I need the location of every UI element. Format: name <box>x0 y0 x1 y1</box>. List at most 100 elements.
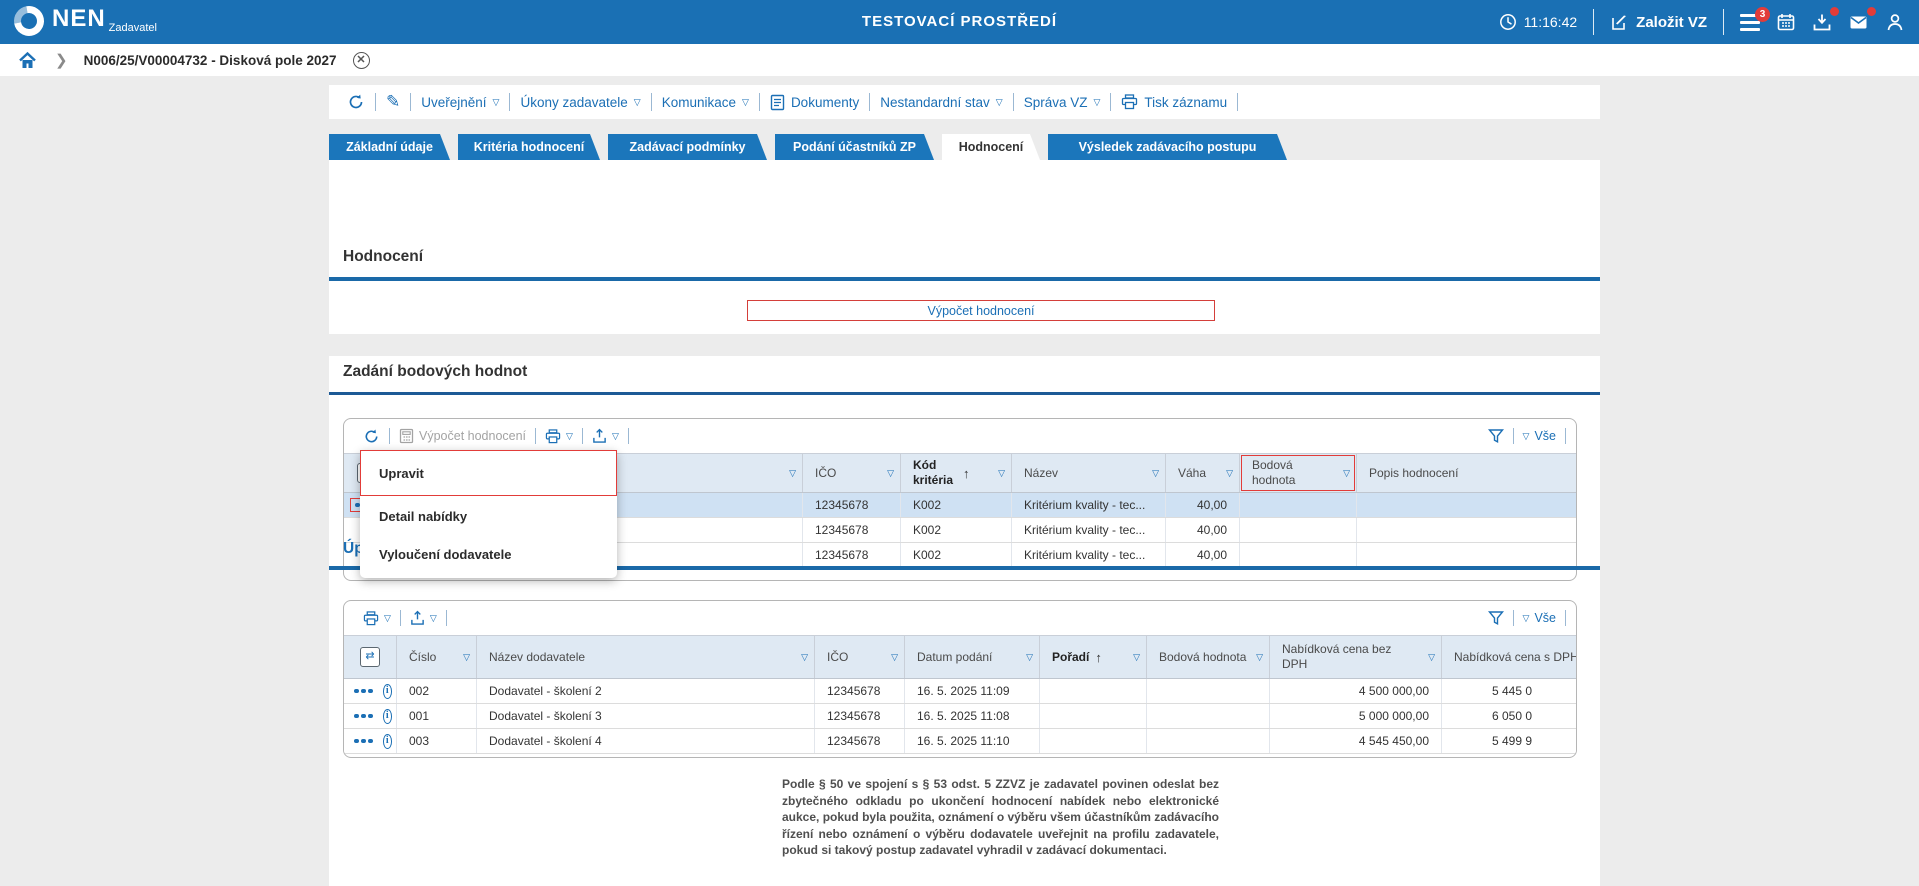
table-vypocet-hodnoceni-button[interactable]: Výpočet hodnocení <box>390 428 535 444</box>
column-header-bodova-hodnota[interactable]: Bodová hodnota ▽ <box>1147 636 1270 678</box>
filter-chevron-icon[interactable]: ▽ <box>463 651 470 662</box>
filter-chevron-icon[interactable]: ▽ <box>1133 651 1140 662</box>
row-actions-button[interactable] <box>350 685 377 698</box>
menu-dokumenty[interactable]: Dokumenty <box>760 94 869 111</box>
offer-row-1[interactable]: i 002 Dodavatel - školení 2 12345678 16.… <box>344 679 1576 704</box>
downloads-button[interactable] <box>1812 7 1839 32</box>
home-button[interactable] <box>18 51 37 70</box>
filter-chevron-icon[interactable]: ▽ <box>1256 651 1263 662</box>
chevron-down-icon: ▽ <box>633 96 641 107</box>
menu-ukony-zadavatele[interactable]: Úkony zadavatele ▽ <box>510 95 650 110</box>
cell-nazev: Kritérium kvality - tec... <box>1012 493 1166 517</box>
column-header-ico[interactable]: IČO ▽ <box>815 636 905 678</box>
column-header-cena-bez-dph[interactable]: Nabídková cena bez DPH ▽ <box>1270 636 1442 678</box>
table-export-button[interactable]: ▽ <box>583 428 628 444</box>
tab-vysledek[interactable]: Výsledek zadávacího postupu <box>1048 134 1287 160</box>
cell-cislo: 003 <box>397 729 477 753</box>
table-export-button[interactable]: ▽ <box>401 610 446 626</box>
tab-label: Kritéria hodnocení <box>473 140 585 154</box>
table-print-button[interactable]: ▽ <box>354 610 400 626</box>
cell-dodavatel <box>473 518 803 542</box>
table-show-all-button[interactable]: ▽ Vše <box>1514 429 1565 443</box>
filter-chevron-icon[interactable]: ▽ <box>789 467 796 478</box>
offer-row-2[interactable]: i 001 Dodavatel - školení 3 12345678 16.… <box>344 704 1576 729</box>
tab-podani-ucastniku[interactable]: Podání účastníků ZP <box>775 134 934 160</box>
menu-komunikace[interactable]: Komunikace ▽ <box>652 95 759 110</box>
column-header-nazev-dodavatele[interactable]: Název dodavatele▽ <box>477 636 815 678</box>
cell-nazev: Kritérium kvality - tec... <box>1012 518 1166 542</box>
tab-kriteria-hodnoceni[interactable]: Kritéria hodnocení <box>458 134 600 160</box>
cell-bodova <box>1147 704 1270 728</box>
filter-chevron-icon[interactable]: ▽ <box>887 467 894 478</box>
calendar-button[interactable] <box>1776 12 1796 32</box>
info-icon[interactable]: i <box>382 733 392 749</box>
context-menu-item-detail-nabidky[interactable]: Detail nabídky <box>360 496 617 537</box>
filter-chevron-icon[interactable]: ▽ <box>998 467 1005 478</box>
toolbar-divider <box>375 93 376 111</box>
tab-label: Základní údaje <box>346 140 433 154</box>
context-menu-item-upravit[interactable]: Upravit <box>360 450 617 496</box>
row-actions-button[interactable] <box>350 710 377 723</box>
column-header-nazev[interactable]: Název ▽ <box>1012 454 1166 492</box>
breadcrumb-chevron-icon: ❯ <box>55 52 68 69</box>
column-header-ico[interactable]: IČO ▽ <box>803 454 901 492</box>
menu-label: Tisk záznamu <box>1144 94 1228 110</box>
filter-chevron-icon[interactable]: ▽ <box>891 651 898 662</box>
row-actions-button[interactable] <box>350 735 377 748</box>
filter-chevron-icon[interactable]: ▽ <box>1026 651 1033 662</box>
cell-ico: 12345678 <box>815 729 905 753</box>
column-header-popis-hodnoceni[interactable]: Popis hodnocení <box>1369 465 1459 480</box>
brand-name: NEN <box>52 5 106 32</box>
export-icon <box>593 428 606 443</box>
tab-zakladni-udaje[interactable]: Základní údaje <box>329 134 450 160</box>
menu-uverejneni[interactable]: Uveřejnění ▽ <box>411 95 509 110</box>
column-header-kod-kriteria[interactable]: Kód kritéria ↑ ▽ <box>901 454 1012 492</box>
tab-hodnoceni[interactable]: Hodnocení <box>942 134 1040 160</box>
filter-chevron-icon[interactable]: ▽ <box>1152 467 1159 478</box>
column-header-poradi[interactable]: Pořadí ↑ ▽ <box>1040 636 1147 678</box>
chevron-down-icon: ▽ <box>384 612 391 623</box>
info-icon[interactable]: i <box>382 683 392 699</box>
menu-tisk-zaznamu[interactable]: Tisk záznamu <box>1111 94 1237 110</box>
nen-logo[interactable]: NEN Zadavatel <box>8 0 157 42</box>
column-header-cena-s-dph[interactable]: Nabídková cena s DPH <box>1454 649 1577 664</box>
refresh-button[interactable] <box>337 93 375 111</box>
document-icon <box>770 94 785 110</box>
table-refresh-button[interactable] <box>354 428 389 445</box>
toolbar-divider <box>410 93 412 111</box>
vypocet-hodnoceni-button[interactable]: Výpočet hodnocení <box>747 300 1215 321</box>
tab-label: Podání účastníků ZP <box>793 140 916 154</box>
filter-chevron-icon[interactable]: ▽ <box>1343 467 1350 478</box>
create-vz-button[interactable]: Založit VZ <box>1610 13 1707 32</box>
menu-nestandardni-stav[interactable]: Nestandardní stav ▽ <box>870 95 1012 110</box>
info-icon[interactable]: i <box>382 708 392 724</box>
edit-button[interactable]: ✎ <box>376 92 410 112</box>
menu-badge: 3 <box>1755 6 1770 22</box>
create-vz-icon <box>1612 15 1627 30</box>
table-filter-button[interactable] <box>1479 610 1513 626</box>
offer-row-3[interactable]: i 003 Dodavatel - školení 4 12345678 16.… <box>344 729 1576 754</box>
table-show-all-button[interactable]: ▽ Vše <box>1514 611 1565 625</box>
menu-sprava-vz[interactable]: Správa VZ ▽ <box>1014 95 1111 110</box>
close-record-button[interactable]: ✕ <box>352 51 370 69</box>
context-menu-item-vylouceni-dodavatele[interactable]: Vyloučení dodavatele <box>360 537 617 572</box>
toolbar-divider <box>399 610 401 626</box>
column-chooser-button[interactable]: ⇄ <box>344 636 397 678</box>
cell-datum: 16. 5. 2025 11:09 <box>905 679 1040 703</box>
table-print-button[interactable]: ▽ <box>536 428 582 444</box>
funnel-icon <box>1487 429 1504 443</box>
main-menu-button[interactable]: 3 <box>1740 6 1770 31</box>
profile-button[interactable] <box>1885 12 1905 32</box>
column-header-datum-podani[interactable]: Datum podání ▽ <box>905 636 1040 678</box>
table-filter-button[interactable] <box>1479 428 1513 444</box>
filter-chevron-icon[interactable]: ▽ <box>1428 651 1435 662</box>
filter-chevron-icon[interactable]: ▽ <box>801 651 808 662</box>
column-header-vaha[interactable]: Váha ▽ <box>1166 454 1240 492</box>
column-header-bodova-hodnota[interactable]: Bodová hodnota ▽ <box>1240 454 1357 492</box>
filter-chevron-icon[interactable]: ▽ <box>1226 467 1233 478</box>
messages-button[interactable] <box>1848 6 1876 33</box>
column-header-cislo[interactable]: Číslo ▽ <box>397 636 477 678</box>
pencil-icon: ✎ <box>386 92 401 111</box>
tab-zadavaci-podminky[interactable]: Zadávací podmínky <box>608 134 767 160</box>
